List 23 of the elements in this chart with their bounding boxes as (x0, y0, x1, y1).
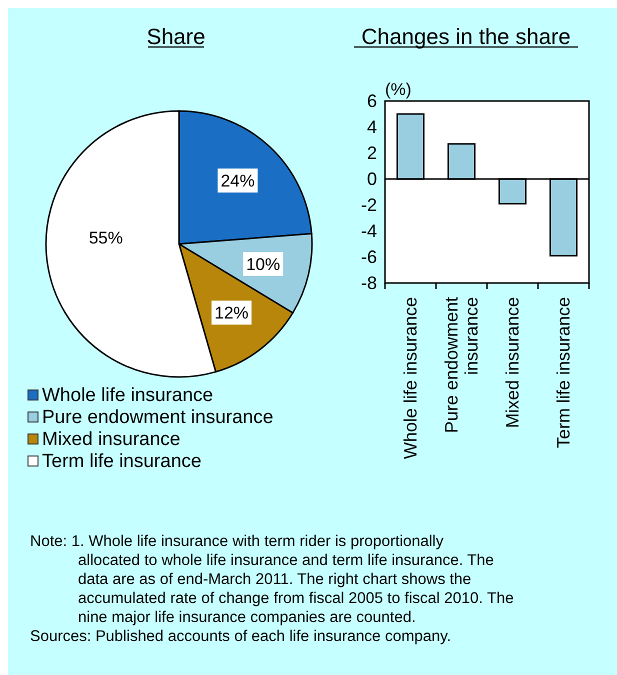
chart-title: Changes in the share (361, 24, 571, 49)
y-tick-label: -8 (360, 273, 377, 293)
text: Note: 1. Whole life insurance with term rider is proportionally allocated to whole life insurance and term life insurance. The data are as of end-March 2011. The right chart shows the accumulated rate of change from fiscal 2005 to fiscal 2010. The nine major life insurance companies are counted. (30, 533, 514, 626)
chart-title: Share (146, 24, 206, 49)
x-tick-label: Mixed insurance (502, 297, 522, 428)
y-tick-label: -2 (360, 195, 377, 215)
data-label: 55% (88, 228, 123, 248)
y-axis-title: (%) (385, 80, 412, 99)
legend-label: Term life insurance (42, 451, 202, 472)
y-tick-label: 2 (366, 143, 377, 163)
x-tick-label: Whole life insurance (400, 297, 420, 460)
data-label: 24% (220, 172, 255, 191)
data-label: 10% (246, 254, 280, 274)
x-tick-label: Pure endowment insurance (442, 297, 482, 434)
x-tick-label: Term life insurance (554, 297, 574, 448)
legend-label: Whole life insurance (42, 385, 214, 406)
data-label: 12% (214, 304, 249, 323)
source-note: Sources: Published accounts of each life insurance company. (30, 628, 452, 645)
y-tick-label: 6 (366, 91, 377, 111)
y-tick-label: 4 (366, 117, 377, 137)
y-tick-label: -6 (360, 247, 377, 267)
y-tick-label: 0 (366, 169, 377, 189)
y-tick-label: -4 (360, 221, 377, 241)
